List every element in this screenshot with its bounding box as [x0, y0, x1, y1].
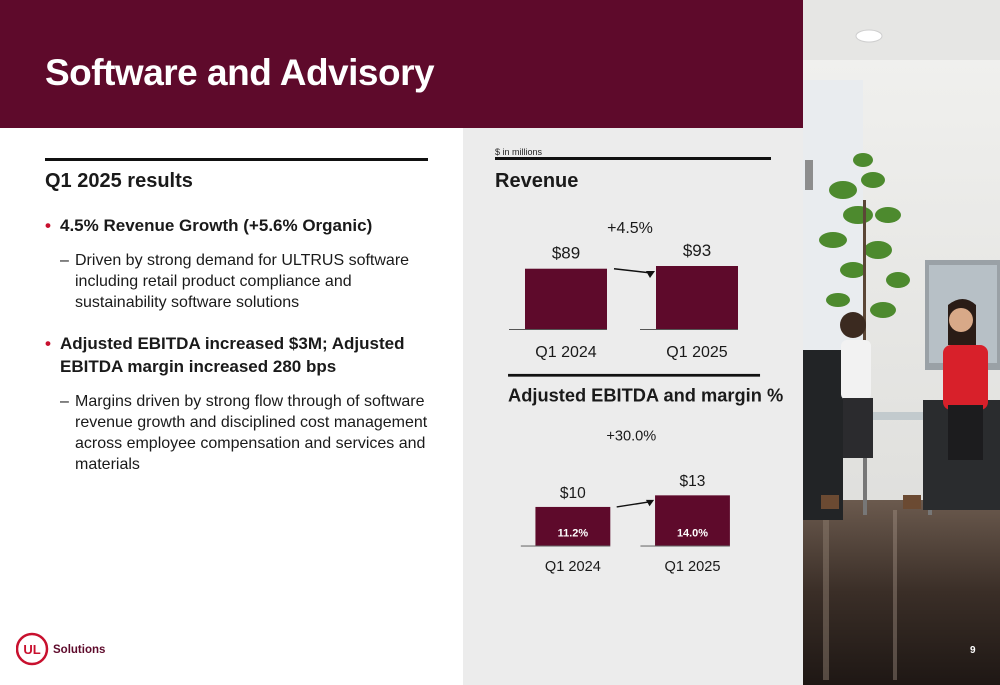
results-heading: Q1 2025 results: [45, 170, 193, 192]
margin-label: 11.2%: [558, 527, 589, 539]
ul-solutions-logo: UL Solutions: [15, 630, 106, 670]
chart-heading-rule: [495, 157, 771, 160]
baseline-segment: [520, 545, 611, 547]
growth-label: +4.5%: [607, 220, 653, 237]
logo-text: Solutions: [53, 644, 105, 656]
page-title: Software and Advisory: [45, 52, 435, 93]
bullet-text: 4.5% Revenue Growth (+5.6% Organic): [60, 216, 373, 235]
chart-heading-rule: [508, 373, 761, 377]
results-heading-rule: [45, 158, 428, 161]
arrow-line: [616, 501, 651, 508]
header-band: [0, 0, 803, 128]
chart-panel: [463, 128, 803, 685]
arrow-head: [645, 499, 655, 507]
baseline-segment: [640, 545, 730, 547]
baseline-segment: [640, 329, 738, 330]
value-label: $13: [680, 473, 706, 490]
chart-title: Adjusted EBITDA and margin %: [508, 384, 783, 405]
bar-q1-2024: [525, 268, 607, 329]
margin-label: 14.0%: [677, 527, 708, 539]
sub-bullet-revenue-driver: Driven by strong demand for ULTRUS softw…: [60, 250, 430, 313]
category-label: Q1 2025: [664, 559, 720, 575]
baseline-segment: [509, 329, 607, 330]
ebitda-chart: Adjusted EBITDA and margin % +30.0% $10 Q1 …: [508, 373, 783, 575]
revenue-chart: Revenue +4.5% $89 Q1 2024 $93 Q1 2025: [495, 157, 771, 361]
chart-title: Revenue: [495, 170, 578, 192]
sub-bullet-text: Driven by strong demand for ULTRUS softw…: [75, 252, 410, 311]
growth-arrow: [613, 267, 655, 278]
bar-q1-2024: [535, 506, 611, 546]
bullet-text: Adjusted EBITDA increased $3M; Adjusted …: [60, 334, 405, 376]
sub-bullet-margin-driver: Margins driven by strong flow through of…: [60, 391, 430, 475]
bullet-revenue-growth: 4.5% Revenue Growth (+5.6% Organic): [45, 214, 425, 237]
arrow-line: [613, 267, 652, 274]
arrow-head: [646, 271, 655, 278]
growth-arrow: [616, 499, 655, 508]
page-number: 9: [970, 645, 976, 656]
unit-note: $ in millions: [495, 147, 543, 157]
category-label: Q1 2024: [535, 344, 596, 361]
bullet-ebitda: Adjusted EBITDA increased $3M; Adjusted …: [45, 332, 425, 378]
value-label: $10: [560, 485, 586, 502]
value-label: $89: [552, 244, 580, 263]
bar-q1-2025: [655, 495, 730, 546]
category-label: Q1 2025: [666, 344, 727, 361]
bar-q1-2025: [656, 266, 738, 329]
growth-label: +30.0%: [606, 429, 656, 445]
office-photo: [803, 0, 1000, 685]
logo-mark: UL: [23, 642, 40, 657]
category-label: Q1 2024: [545, 559, 601, 575]
value-label: $93: [683, 241, 711, 260]
sub-bullet-text: Margins driven by strong flow through of…: [75, 393, 428, 473]
